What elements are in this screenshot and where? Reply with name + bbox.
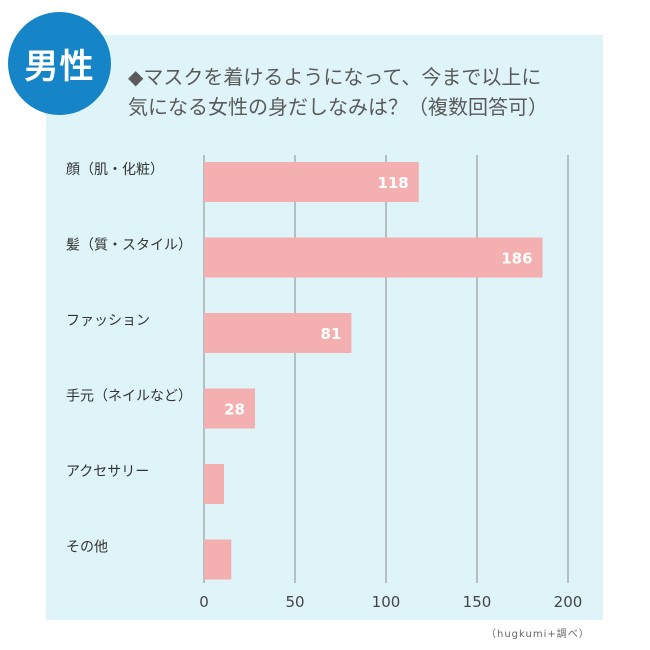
x-tick-label: 100 bbox=[372, 593, 401, 611]
bar bbox=[204, 539, 232, 580]
gender-badge: 男性 bbox=[8, 12, 111, 115]
chart-title: ◆マスクを着けるようになって、今まで以上に 気になる女性の身だしなみは？（複数回… bbox=[128, 62, 598, 122]
data-label: 118 bbox=[377, 174, 408, 192]
x-tick-label: 150 bbox=[463, 593, 492, 611]
category-label: アクセサリー bbox=[66, 464, 149, 480]
category-label: 顔（肌・化粧） bbox=[66, 162, 164, 178]
bar bbox=[204, 237, 543, 278]
bar bbox=[204, 464, 225, 504]
gender-badge-label: 男性 bbox=[24, 47, 95, 87]
category-label: その他 bbox=[66, 540, 108, 556]
data-label: 28 bbox=[224, 401, 245, 419]
category-label: ファッション bbox=[66, 313, 150, 329]
x-tick-label: 50 bbox=[285, 593, 304, 611]
bar bbox=[204, 388, 255, 429]
chart-title-line-1: ◆マスクを着けるようになって、今まで以上に bbox=[128, 65, 542, 89]
chart-title-line-2: 気になる女性の身だしなみは？（複数回答可） bbox=[128, 95, 548, 119]
x-tick-label: 200 bbox=[554, 593, 583, 611]
category-label: 髪（質・スタイル） bbox=[66, 238, 192, 254]
source-credit: （hugkumi+調べ） bbox=[486, 629, 590, 640]
category-label: 手元（ネイルなど） bbox=[66, 389, 192, 405]
bar bbox=[204, 162, 419, 202]
x-tick-label: 0 bbox=[199, 593, 209, 611]
data-label: 186 bbox=[501, 250, 532, 268]
data-label: 81 bbox=[321, 325, 342, 343]
bar bbox=[204, 313, 352, 353]
